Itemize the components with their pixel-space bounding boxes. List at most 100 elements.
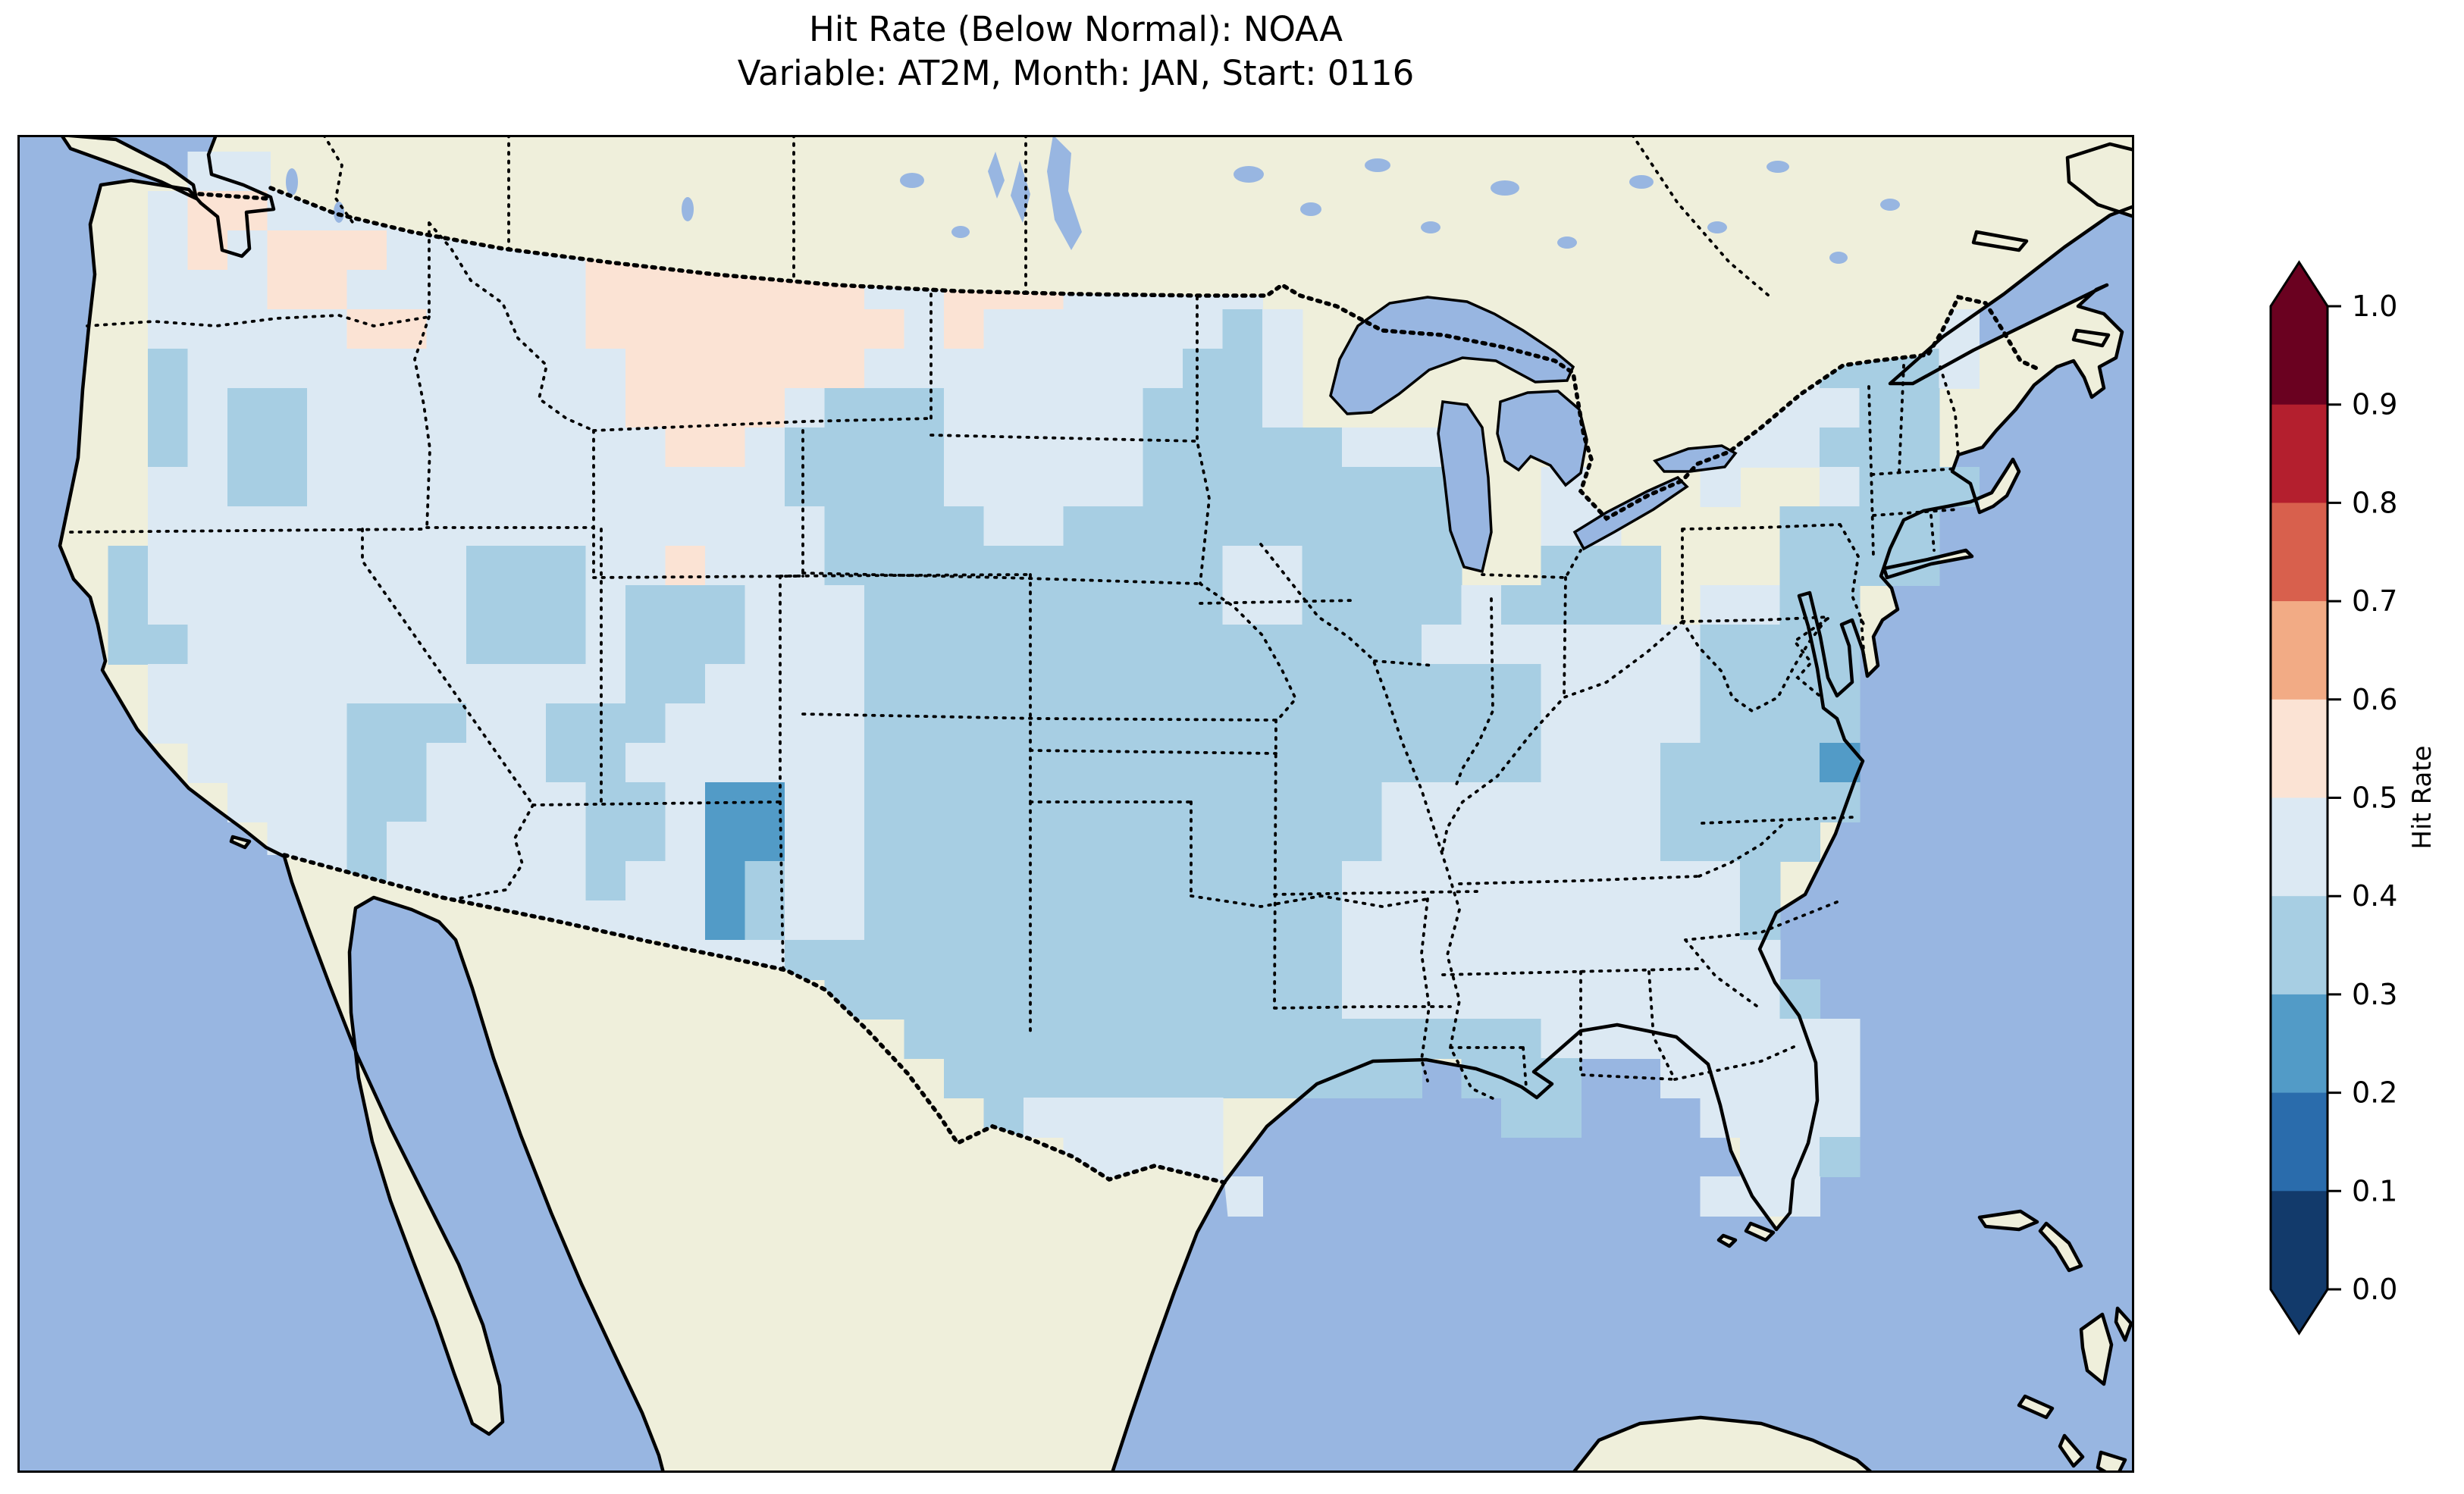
grid-cell (1501, 703, 1542, 744)
hit-rate-grid-cells (108, 152, 1980, 1217)
grid-cell (1381, 1019, 1423, 1060)
colorbar-extend-bottom (2271, 1289, 2328, 1333)
grid-cell (1501, 585, 1542, 626)
grid-cell (148, 703, 189, 744)
grid-cell (1302, 940, 1343, 981)
grid-cell (506, 703, 547, 744)
grid-cell (1820, 1137, 1861, 1178)
grid-cell (1541, 664, 1582, 705)
grid-cell (1342, 585, 1383, 626)
grid-cell (745, 546, 786, 587)
grid-cell (1461, 782, 1503, 823)
grid-cell (307, 625, 348, 666)
grid-cell (1700, 861, 1741, 902)
grid-cell (148, 546, 189, 587)
grid-cell (1541, 822, 1582, 863)
grid-cell (1381, 900, 1423, 941)
grid-cell (546, 625, 587, 666)
grid-cell (1222, 309, 1264, 350)
grid-cell (705, 388, 746, 429)
grid-cell (466, 585, 507, 626)
grid-cell (1143, 467, 1184, 508)
grid-cell (745, 467, 786, 508)
colorbar-ticks: 1.0 0.9 0.8 0.7 0.6 0.5 0.4 0.3 0.2 0.1 0.0 (2328, 290, 2397, 1306)
grid-cell (1620, 822, 1662, 863)
grid-cell (267, 743, 309, 784)
grid-cell (904, 940, 945, 981)
grid-cell (387, 625, 428, 666)
grid-cell (1342, 467, 1383, 508)
grid-cell (1262, 782, 1303, 823)
grid-cell (1779, 1058, 1821, 1099)
grid-cell (307, 782, 348, 823)
grid-cell (426, 546, 468, 587)
grid-cell (387, 349, 428, 390)
grid-cell (1063, 1058, 1105, 1099)
grid-cell (307, 546, 348, 587)
grid-cell (187, 506, 229, 547)
grid-cell (785, 506, 826, 547)
grid-cell (1342, 664, 1383, 705)
grid-cell (307, 703, 348, 744)
grid-cell (1740, 703, 1781, 744)
grid-cell (705, 703, 746, 744)
grid-cell (785, 467, 826, 508)
grid-cell (1103, 585, 1144, 626)
grid-cell (267, 506, 309, 547)
grid-cell (466, 428, 507, 468)
grid-cell (983, 428, 1025, 468)
grid-cell (1183, 979, 1224, 1020)
grid-cell (745, 506, 786, 547)
grid-cell (1063, 664, 1105, 705)
grid-cell (1381, 467, 1423, 508)
grid-cell (1700, 1019, 1741, 1060)
grid-cell (824, 703, 866, 744)
country-borders (197, 186, 2042, 1185)
grid-cell (1541, 979, 1582, 1020)
figure-title: Hit Rate (Below Normal): NOAA Variable: … (17, 8, 2134, 96)
grid-cell (1461, 979, 1503, 1020)
grid-cell (1501, 782, 1542, 823)
grid-cell (705, 585, 746, 626)
grid-cell (1660, 625, 1701, 666)
grid-cell (785, 861, 826, 902)
grid-cell (1024, 428, 1064, 468)
grid-cell (227, 782, 268, 823)
grid-cell (1103, 349, 1144, 390)
grid-cell (1740, 861, 1781, 902)
grid-cell (1063, 388, 1105, 429)
grid-cell (148, 270, 189, 311)
grid-cell (705, 664, 746, 705)
grid-cell (1222, 703, 1264, 744)
grid-cell (187, 546, 229, 587)
grid-cell (1262, 900, 1303, 941)
grid-cell (665, 625, 707, 666)
grid-cell (705, 861, 746, 902)
grid-cell (585, 822, 627, 863)
canadian-lakes (286, 135, 1900, 264)
grid-cell (1461, 1019, 1503, 1060)
grid-cell (1103, 940, 1144, 981)
grid-cell (1779, 703, 1821, 744)
grid-cell (1302, 703, 1343, 744)
grid-cell (824, 664, 866, 705)
grid-cell (1779, 743, 1821, 784)
grid-cell (665, 585, 707, 626)
grid-cell (187, 743, 229, 784)
grid-cell (785, 428, 826, 468)
grid-cell (466, 861, 507, 902)
grid-cell (1103, 979, 1144, 1020)
grid-cell (1342, 822, 1383, 863)
grid-cell (1183, 1058, 1224, 1099)
grid-cell (1541, 940, 1582, 981)
grid-cell (466, 467, 507, 508)
grid-cell (1700, 585, 1741, 626)
grid-cell (864, 861, 905, 902)
grid-cell (824, 782, 866, 823)
grid-cell (1143, 349, 1184, 390)
grid-cell (1342, 900, 1383, 941)
grid-cell (506, 585, 547, 626)
grid-cell (1422, 782, 1462, 823)
grid-cell (1820, 1019, 1861, 1060)
grid-cell (1103, 822, 1144, 863)
